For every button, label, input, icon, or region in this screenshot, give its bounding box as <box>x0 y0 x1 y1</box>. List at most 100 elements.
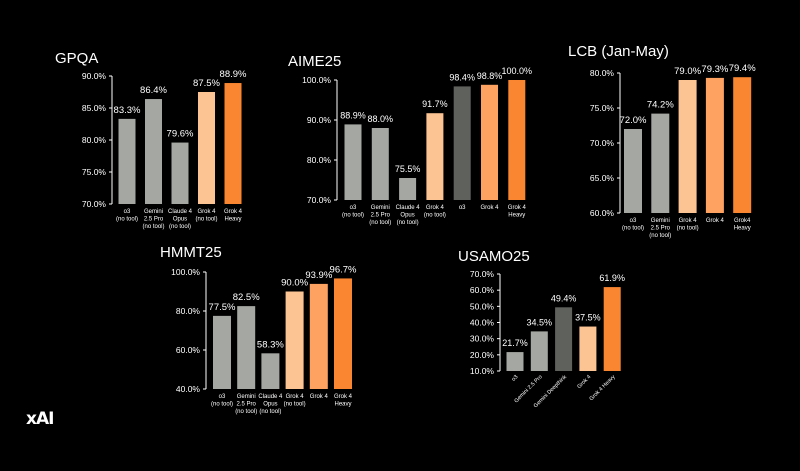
x-tick-label: Grok 4 Heavy <box>589 374 617 402</box>
x-tick-label: Grok 4 <box>576 374 592 390</box>
data-label: 34.5% <box>527 317 553 327</box>
x-tick-label: (no tool) <box>142 224 164 230</box>
y-tick-label: 50.0% <box>470 301 495 311</box>
chart-title: GPQA <box>55 50 98 67</box>
xai-logo: xAI <box>26 409 54 429</box>
y-tick-label: 60.0% <box>590 208 615 218</box>
data-label: 21.7% <box>502 338 528 348</box>
x-tick-label: Gemini <box>651 218 670 224</box>
x-tick-label: Grok 4 <box>286 394 305 400</box>
bar <box>334 278 352 389</box>
data-label: 98.8% <box>477 71 503 81</box>
y-tick-label: 70.0% <box>470 269 495 279</box>
y-tick-label: 80.0% <box>590 68 615 78</box>
x-tick-label: (no tool) <box>622 226 644 232</box>
y-tick-label: 65.0% <box>590 173 615 183</box>
x-tick-label: (no tool) <box>284 402 306 408</box>
bar <box>309 283 328 389</box>
y-tick-label: 60.0% <box>470 285 495 295</box>
y-tick-label: 70.0% <box>590 138 615 148</box>
bar <box>705 77 724 214</box>
x-tick-label: Heavy <box>334 402 351 408</box>
x-tick-label: Grok4 <box>734 218 751 224</box>
chart-title: AIME25 <box>288 53 341 70</box>
bar <box>624 129 642 213</box>
bar <box>371 128 389 200</box>
x-tick-label: (no tool) <box>195 217 217 223</box>
bar <box>344 124 362 200</box>
bar <box>678 80 697 213</box>
bar <box>481 84 498 200</box>
chart-title: LCB (Jan-May) <box>568 43 669 60</box>
y-tick-label: 100.0% <box>302 75 331 85</box>
x-tick-label: Claude 4 <box>168 209 193 215</box>
x-tick-label: Heavy <box>508 213 525 219</box>
y-tick-label: 40.0% <box>176 384 201 394</box>
x-tick-label: Gemini <box>371 205 390 211</box>
data-label: 37.5% <box>575 313 601 323</box>
x-tick-label: Opus <box>173 217 187 223</box>
bar <box>145 99 162 204</box>
data-label: 96.7% <box>330 264 357 275</box>
data-label: 49.4% <box>551 293 577 303</box>
data-label: 98.4% <box>449 72 475 82</box>
x-tick-label: o3 <box>459 205 466 211</box>
x-tick-label: Grok 4 <box>508 205 527 211</box>
x-tick-label: Opus <box>400 213 414 219</box>
chart-0: GPQA 70.0% 75.0% 80.0% 85.0% 90.0% 83.3% o3 (no … <box>55 50 247 230</box>
x-tick-label: (no tool) <box>369 220 391 226</box>
y-tick-label: 75.0% <box>82 167 107 177</box>
x-tick-label: (no tool) <box>235 409 257 415</box>
x-tick-label: Heavy <box>734 226 751 232</box>
y-tick-label: 90.0% <box>307 115 332 125</box>
x-tick-label: Grok 4 <box>706 218 725 224</box>
data-label: 91.7% <box>422 99 448 109</box>
data-label: 72.0% <box>620 115 647 126</box>
y-tick-label: 70.0% <box>82 199 107 209</box>
data-label: 61.9% <box>599 273 625 283</box>
x-tick-label: Grok 4 <box>310 394 329 400</box>
x-tick-label: Grok 4 <box>197 209 216 215</box>
data-label: 83.3% <box>114 105 141 116</box>
x-tick-label: Claude 4 <box>258 394 283 400</box>
x-tick-label: Gemini <box>144 209 163 215</box>
x-tick-label: Heavy <box>224 217 241 223</box>
bar <box>555 307 573 371</box>
x-tick-label: (no tool) <box>677 226 699 232</box>
data-label: 82.5% <box>233 292 260 303</box>
x-tick-label: Grok 4 <box>480 205 499 211</box>
data-label: 86.4% <box>140 85 167 96</box>
bar <box>261 353 280 389</box>
data-label: 58.3% <box>257 339 284 350</box>
x-tick-label: Grok 4 <box>426 205 445 211</box>
y-tick-label: 80.0% <box>82 135 107 145</box>
x-tick-label: o3 <box>124 209 131 215</box>
data-label: 93.9% <box>305 270 332 281</box>
y-tick-label: 10.0% <box>470 366 495 376</box>
y-tick-label: 60.0% <box>176 345 201 355</box>
bar <box>453 86 471 200</box>
x-tick-label: 2.5 Pro <box>371 213 391 219</box>
x-tick-label: Grok 4 <box>679 218 698 224</box>
data-label: 79.3% <box>701 64 728 75</box>
data-label: 79.0% <box>674 66 701 77</box>
data-label: 88.0% <box>368 114 394 124</box>
chart-4: USAMO25 10.0% 20.0% 30.0% 40.0% 50.0% 60.0% 70.… <box>458 248 625 409</box>
data-label: 88.9% <box>340 110 366 120</box>
bar <box>213 315 231 389</box>
chart-1: AIME25 70.0% 80.0% 90.0% 100.0% 88.9% o3 (no to… <box>288 53 532 226</box>
chart-2: LCB (Jan-May) 60.0% 65.0% 70.0% 75.0% 80.0% 72… <box>568 43 756 239</box>
bar <box>426 113 444 200</box>
x-tick-label: o3 <box>630 218 637 224</box>
y-tick-label: 100.0% <box>171 267 200 277</box>
x-tick-label: (no tool) <box>397 220 419 226</box>
data-label: 90.0% <box>281 278 308 289</box>
bar <box>118 118 136 204</box>
y-tick-label: 90.0% <box>82 71 107 81</box>
x-tick-label: (no tool) <box>259 409 281 415</box>
bar <box>224 83 242 204</box>
x-tick-label: o3 <box>511 374 520 383</box>
bar <box>603 287 621 371</box>
y-tick-label: 85.0% <box>82 103 107 113</box>
